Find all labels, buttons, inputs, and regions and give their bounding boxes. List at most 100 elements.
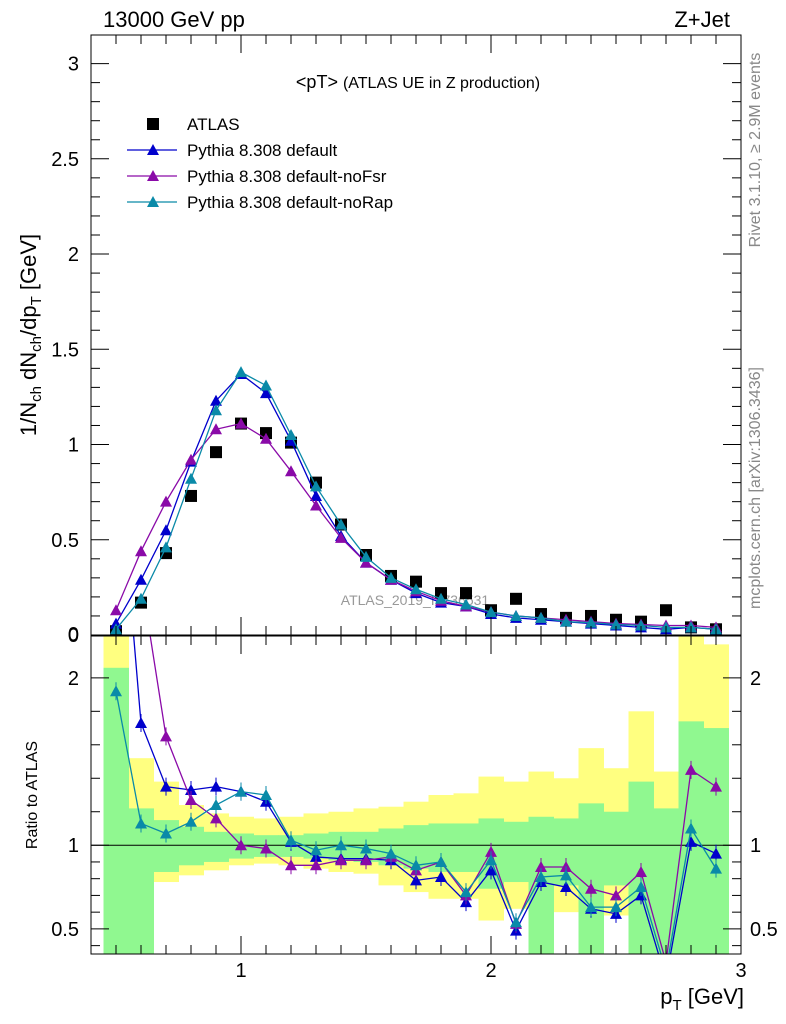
ratio-point-noRap bbox=[210, 799, 222, 811]
ratio-point-noFsr bbox=[260, 842, 272, 854]
legend-marker-atlas bbox=[147, 118, 159, 130]
ratio-point-noFsr bbox=[210, 812, 222, 824]
ratio-point-noRap bbox=[410, 859, 422, 871]
band-inner-bin bbox=[103, 667, 129, 954]
legend-marker-default bbox=[147, 144, 159, 155]
mc-point-noRap bbox=[160, 541, 172, 553]
ratio-point-noRap bbox=[660, 965, 672, 976]
legend: ATLAS Pythia 8.308 default Pythia 8.308 de… bbox=[127, 115, 393, 212]
legend-marker-noRap bbox=[147, 196, 159, 207]
mc-point-noRap bbox=[635, 619, 647, 631]
mc-point-noRap bbox=[185, 472, 197, 484]
tick-label: 3 bbox=[735, 960, 746, 982]
mc-point-default bbox=[285, 434, 297, 446]
mc-point-noRap bbox=[560, 615, 572, 627]
mc-point-noFsr bbox=[360, 556, 372, 568]
ratio-point-noRap bbox=[435, 855, 447, 867]
ratio-panel-marks bbox=[91, 421, 741, 976]
atlas-data-point bbox=[510, 592, 522, 605]
mc-point-noFsr bbox=[185, 453, 197, 465]
ratio-point-noRap bbox=[535, 871, 547, 883]
ratio-point-noRap bbox=[310, 844, 322, 856]
mc-point-default bbox=[210, 394, 222, 406]
mc-point-noFsr bbox=[235, 417, 247, 429]
band-inner-bin bbox=[603, 811, 629, 886]
ratio-point-noRap bbox=[285, 834, 297, 846]
band-inner-bin bbox=[578, 803, 604, 954]
ratio-point-default bbox=[210, 780, 222, 792]
ratio-point-noRap bbox=[110, 685, 122, 697]
ratio-point-noRap bbox=[610, 901, 622, 913]
ratio-point-default bbox=[710, 847, 722, 859]
mc-point-noRap bbox=[310, 480, 322, 492]
tick-label: 2 bbox=[68, 244, 79, 266]
axes-ticks: 00.511.522.531 2 30.5 0.51 12 20 bbox=[51, 35, 778, 982]
mc-point-noFsr bbox=[135, 545, 147, 557]
mc-point-noRap bbox=[385, 571, 397, 583]
tick-label: 0.5 bbox=[51, 530, 79, 552]
ratio-point-noFsr bbox=[310, 859, 322, 871]
ratio-point-noRap bbox=[360, 842, 372, 854]
ratio-point-default bbox=[160, 780, 172, 792]
tick-label: 1 bbox=[235, 960, 246, 982]
ratio-point-noFsr bbox=[710, 780, 722, 792]
mc-point-noRap bbox=[335, 518, 347, 530]
tick-label: 0 bbox=[68, 625, 79, 647]
legend-label: ATLAS bbox=[187, 115, 240, 134]
ratio-point-noRap bbox=[460, 886, 472, 898]
ratio-point-noFsr bbox=[360, 854, 372, 866]
tick-label: 2 bbox=[68, 668, 79, 690]
ratio-point-noRap bbox=[335, 839, 347, 851]
ratio-point-default bbox=[485, 864, 497, 876]
ratio-point-noRap bbox=[635, 881, 647, 893]
ratio-point-default bbox=[435, 871, 447, 883]
mc-point-noRap bbox=[260, 379, 272, 391]
mc-point-noFsr bbox=[260, 432, 272, 444]
mc-point-noRap bbox=[235, 366, 247, 378]
tick-label: 0 bbox=[68, 624, 79, 646]
mc-point-default bbox=[135, 573, 147, 585]
tick-label: 1.5 bbox=[51, 339, 79, 361]
ratio-point-noFsr bbox=[685, 763, 697, 775]
mc-point-noFsr bbox=[110, 604, 122, 616]
ratio-point-noFsr bbox=[610, 889, 622, 901]
tick-label: 1 bbox=[68, 435, 79, 457]
ratio-point-noFsr bbox=[660, 956, 672, 967]
ratio-point-noFsr bbox=[335, 854, 347, 866]
legend-label: Pythia 8.308 default-noRap bbox=[187, 193, 393, 212]
mc-point-noRap bbox=[510, 609, 522, 621]
ratio-point-noRap bbox=[485, 854, 497, 866]
mc-point-noFsr bbox=[210, 423, 222, 435]
tick-label: 0.5 bbox=[750, 919, 778, 941]
mc-point-noRap bbox=[410, 583, 422, 595]
ratio-point-noRap bbox=[560, 869, 572, 881]
ratio-point-noFsr bbox=[235, 839, 247, 851]
mc-point-default bbox=[260, 387, 272, 399]
atlas-data-point bbox=[185, 489, 197, 502]
tick-label: 2 bbox=[485, 960, 496, 982]
rivet-label: Rivet 3.1.10, ≥ 2.9M events bbox=[747, 53, 764, 248]
mc-point-noRap bbox=[535, 611, 547, 623]
tick-label: 2.5 bbox=[51, 149, 79, 171]
ratio-point-noFsr bbox=[585, 882, 597, 894]
ratio-point-default bbox=[110, 421, 122, 432]
mc-point-default bbox=[160, 524, 172, 536]
ratio-uncertainty-bands bbox=[103, 636, 729, 954]
mc-point-noRap bbox=[485, 606, 497, 618]
mc-point-noRap bbox=[435, 592, 447, 604]
x-axis-label: pT [GeV] bbox=[660, 984, 744, 1014]
mc-point-noFsr bbox=[285, 465, 297, 477]
band-inner-bin bbox=[453, 823, 479, 872]
y-axis-label-top: 1/Nch dNch/dpT [GeV] bbox=[16, 234, 45, 436]
ratio-point-noRap bbox=[135, 817, 147, 829]
mc-point-noRap bbox=[610, 618, 622, 630]
band-inner-bin bbox=[703, 728, 729, 954]
tick-label: 1 bbox=[68, 835, 79, 857]
ratio-point-noRap bbox=[710, 862, 722, 874]
header-left: 13000 GeV pp bbox=[103, 7, 245, 32]
legend-label: Pythia 8.308 default bbox=[187, 141, 338, 160]
tick-label: 3 bbox=[68, 54, 79, 76]
legend-marker-noFsr bbox=[147, 170, 159, 181]
tick-label: 0.5 bbox=[51, 919, 79, 941]
